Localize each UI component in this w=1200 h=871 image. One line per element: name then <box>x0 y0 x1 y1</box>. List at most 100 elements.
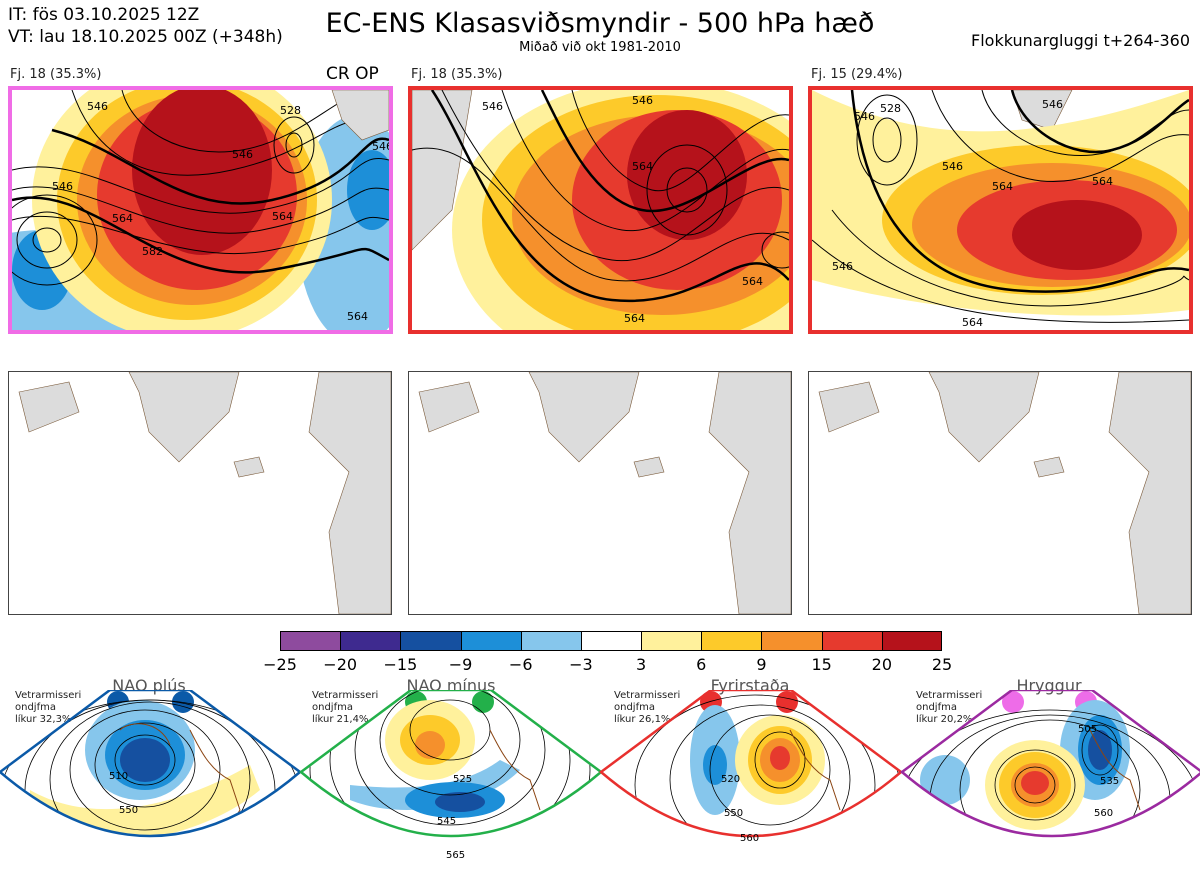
contour-label: 546 <box>482 100 503 113</box>
regime-4-note: Vetrarmisseri ondjfma líkur 20,2% <box>916 690 982 726</box>
contour-label: 545 <box>437 816 456 827</box>
colorbar-tick-label: −25 <box>263 655 297 674</box>
colorbar-swatch <box>761 631 822 651</box>
colorbar-swatch <box>280 631 341 651</box>
regime-1-dot-right <box>172 691 194 713</box>
regime-note-line: líkur 21,4% <box>312 714 369 725</box>
contour-label: 510 <box>109 771 128 782</box>
contour-label: 550 <box>724 808 743 819</box>
contour-label: 582 <box>142 245 163 258</box>
contour-label: 564 <box>624 312 645 325</box>
colorbar-swatch <box>821 631 882 651</box>
valid-time: VT: lau 18.10.2025 00Z (+348h) <box>8 27 283 47</box>
cluster-2-map: 546 546 564 564 564 <box>408 86 793 334</box>
anomaly-positive-max <box>132 90 272 255</box>
page-title: EC-ENS Klasasviðsmyndir - 500 hPa hæð <box>325 8 875 39</box>
regime-1-note: Vetrarmisseri ondjfma líkur 32,3% <box>15 690 81 726</box>
anomaly-negative-strong <box>347 150 389 230</box>
regime-note-line: líkur 32,3% <box>15 714 72 725</box>
regime-note-line: líkur 26,1% <box>614 714 671 725</box>
regime-note-line: líkur 20,2% <box>916 714 973 725</box>
cluster-1-label: Fj. 18 (35.3%) <box>10 67 102 82</box>
empty-map-2 <box>408 371 792 615</box>
colorbar-tick-label: −3 <box>569 655 593 674</box>
land <box>331 90 389 141</box>
regime-note-line: ondjfma <box>916 702 957 713</box>
empty-map-1-svg <box>18 372 391 614</box>
cluster-3-label: Fj. 15 (29.4%) <box>811 67 903 82</box>
regime-4-map: 505 535 560 <box>899 690 1200 838</box>
contour-label: 564 <box>742 275 763 288</box>
colorbar-swatch <box>520 631 581 651</box>
cluster-2-label: Fj. 18 (35.3%) <box>411 67 503 82</box>
contour-label: 525 <box>453 774 472 785</box>
regime-2-map: 525 545 565 <box>298 690 604 861</box>
contour-label: 505 <box>1078 724 1097 735</box>
colorbar-tick-label: −6 <box>508 655 533 674</box>
colorbar-swatch <box>701 631 762 651</box>
colorbar-swatch <box>340 631 401 651</box>
regime-2-note: Vetrarmisseri ondjfma líkur 21,4% <box>312 690 378 726</box>
cluster-2-svg: 546 546 564 564 564 <box>412 90 789 330</box>
contour-label: 564 <box>1092 175 1113 188</box>
contour-label: 546 <box>854 110 875 123</box>
contour-label: 546 <box>87 100 108 113</box>
contour-label: 546 <box>632 94 653 107</box>
contour-label: 546 <box>942 160 963 173</box>
contour-label: 564 <box>962 316 983 329</box>
colorbar-tick-label: 9 <box>756 655 767 674</box>
colorbar-tick-label: 25 <box>931 655 953 674</box>
cluster-1-map: 546 528 546 564 546 564 582 564 546 <box>8 86 393 334</box>
empty-map-1 <box>8 371 392 615</box>
anomaly-positive-max <box>627 110 747 240</box>
cluster-1-tag: CR OP <box>326 64 379 84</box>
cluster-3-svg: 546 528 546 546 564 564 564 546 <box>812 90 1189 330</box>
empty-map-3-svg <box>818 372 1191 614</box>
contour-label: 546 <box>832 260 853 273</box>
contour-label: 520 <box>721 774 740 785</box>
land <box>412 90 473 251</box>
contour-label: 560 <box>1094 808 1113 819</box>
contour-label: 564 <box>112 212 133 225</box>
regime-note-line: Vetrarmisseri <box>15 690 82 701</box>
regime-note-line: Vetrarmisseri <box>614 690 681 701</box>
contour-label: 535 <box>1100 776 1119 787</box>
colorbar-swatch <box>460 631 521 651</box>
empty-map-3 <box>808 371 1192 615</box>
init-time: IT: fös 03.10.2025 12Z <box>8 5 200 25</box>
regime-note-line: ondjfma <box>15 702 56 713</box>
regime-note-line: ondjfma <box>614 702 655 713</box>
contour-label: 560 <box>740 833 759 844</box>
contour-label: 528 <box>280 104 301 117</box>
colorbar-tick-label: −9 <box>448 655 473 674</box>
contour-label: 546 <box>52 180 73 193</box>
cluster-3-map: 546 528 546 546 564 564 564 546 <box>808 86 1193 334</box>
regime-note-line: Vetrarmisseri <box>312 690 379 701</box>
regime-3-note: Vetrarmisseri ondjfma líkur 26,1% <box>614 690 680 726</box>
cluster-1-svg: 546 528 546 564 546 564 582 564 546 <box>12 90 389 330</box>
colorbar-tick-label: 15 <box>811 655 832 674</box>
colorbar-tick-label: 6 <box>696 655 707 674</box>
regime-note-line: Vetrarmisseri <box>916 690 983 701</box>
header-times: IT: fös 03.10.2025 12Z VT: lau 18.10.202… <box>8 4 283 48</box>
colorbar-tick-label: −15 <box>383 655 418 674</box>
colorbar-swatch <box>580 631 642 651</box>
empty-map-2-svg <box>418 372 791 614</box>
contour-label: 564 <box>992 180 1013 193</box>
regime-4-dot-left <box>1002 691 1024 713</box>
colorbar-swatch <box>881 631 942 651</box>
colorbar-swatch <box>641 631 702 651</box>
colorbar-swatch <box>400 631 461 651</box>
contour-label: 564 <box>347 310 368 323</box>
contour-label: 528 <box>880 102 901 115</box>
contour-label: 565 <box>446 850 465 861</box>
contour-label: 546 <box>1042 98 1063 111</box>
regime-1-map: 510 550 <box>0 690 303 838</box>
regime-2-dot-right <box>472 691 494 713</box>
contour-label: 546 <box>372 140 389 153</box>
colorbar-tick-label: −20 <box>323 655 358 674</box>
contour-label: 564 <box>632 160 653 173</box>
regime-maps: 510 550 525 545 565 <box>0 690 1200 861</box>
contour-label: 564 <box>272 210 293 223</box>
anomaly-positive-max <box>1012 200 1142 270</box>
